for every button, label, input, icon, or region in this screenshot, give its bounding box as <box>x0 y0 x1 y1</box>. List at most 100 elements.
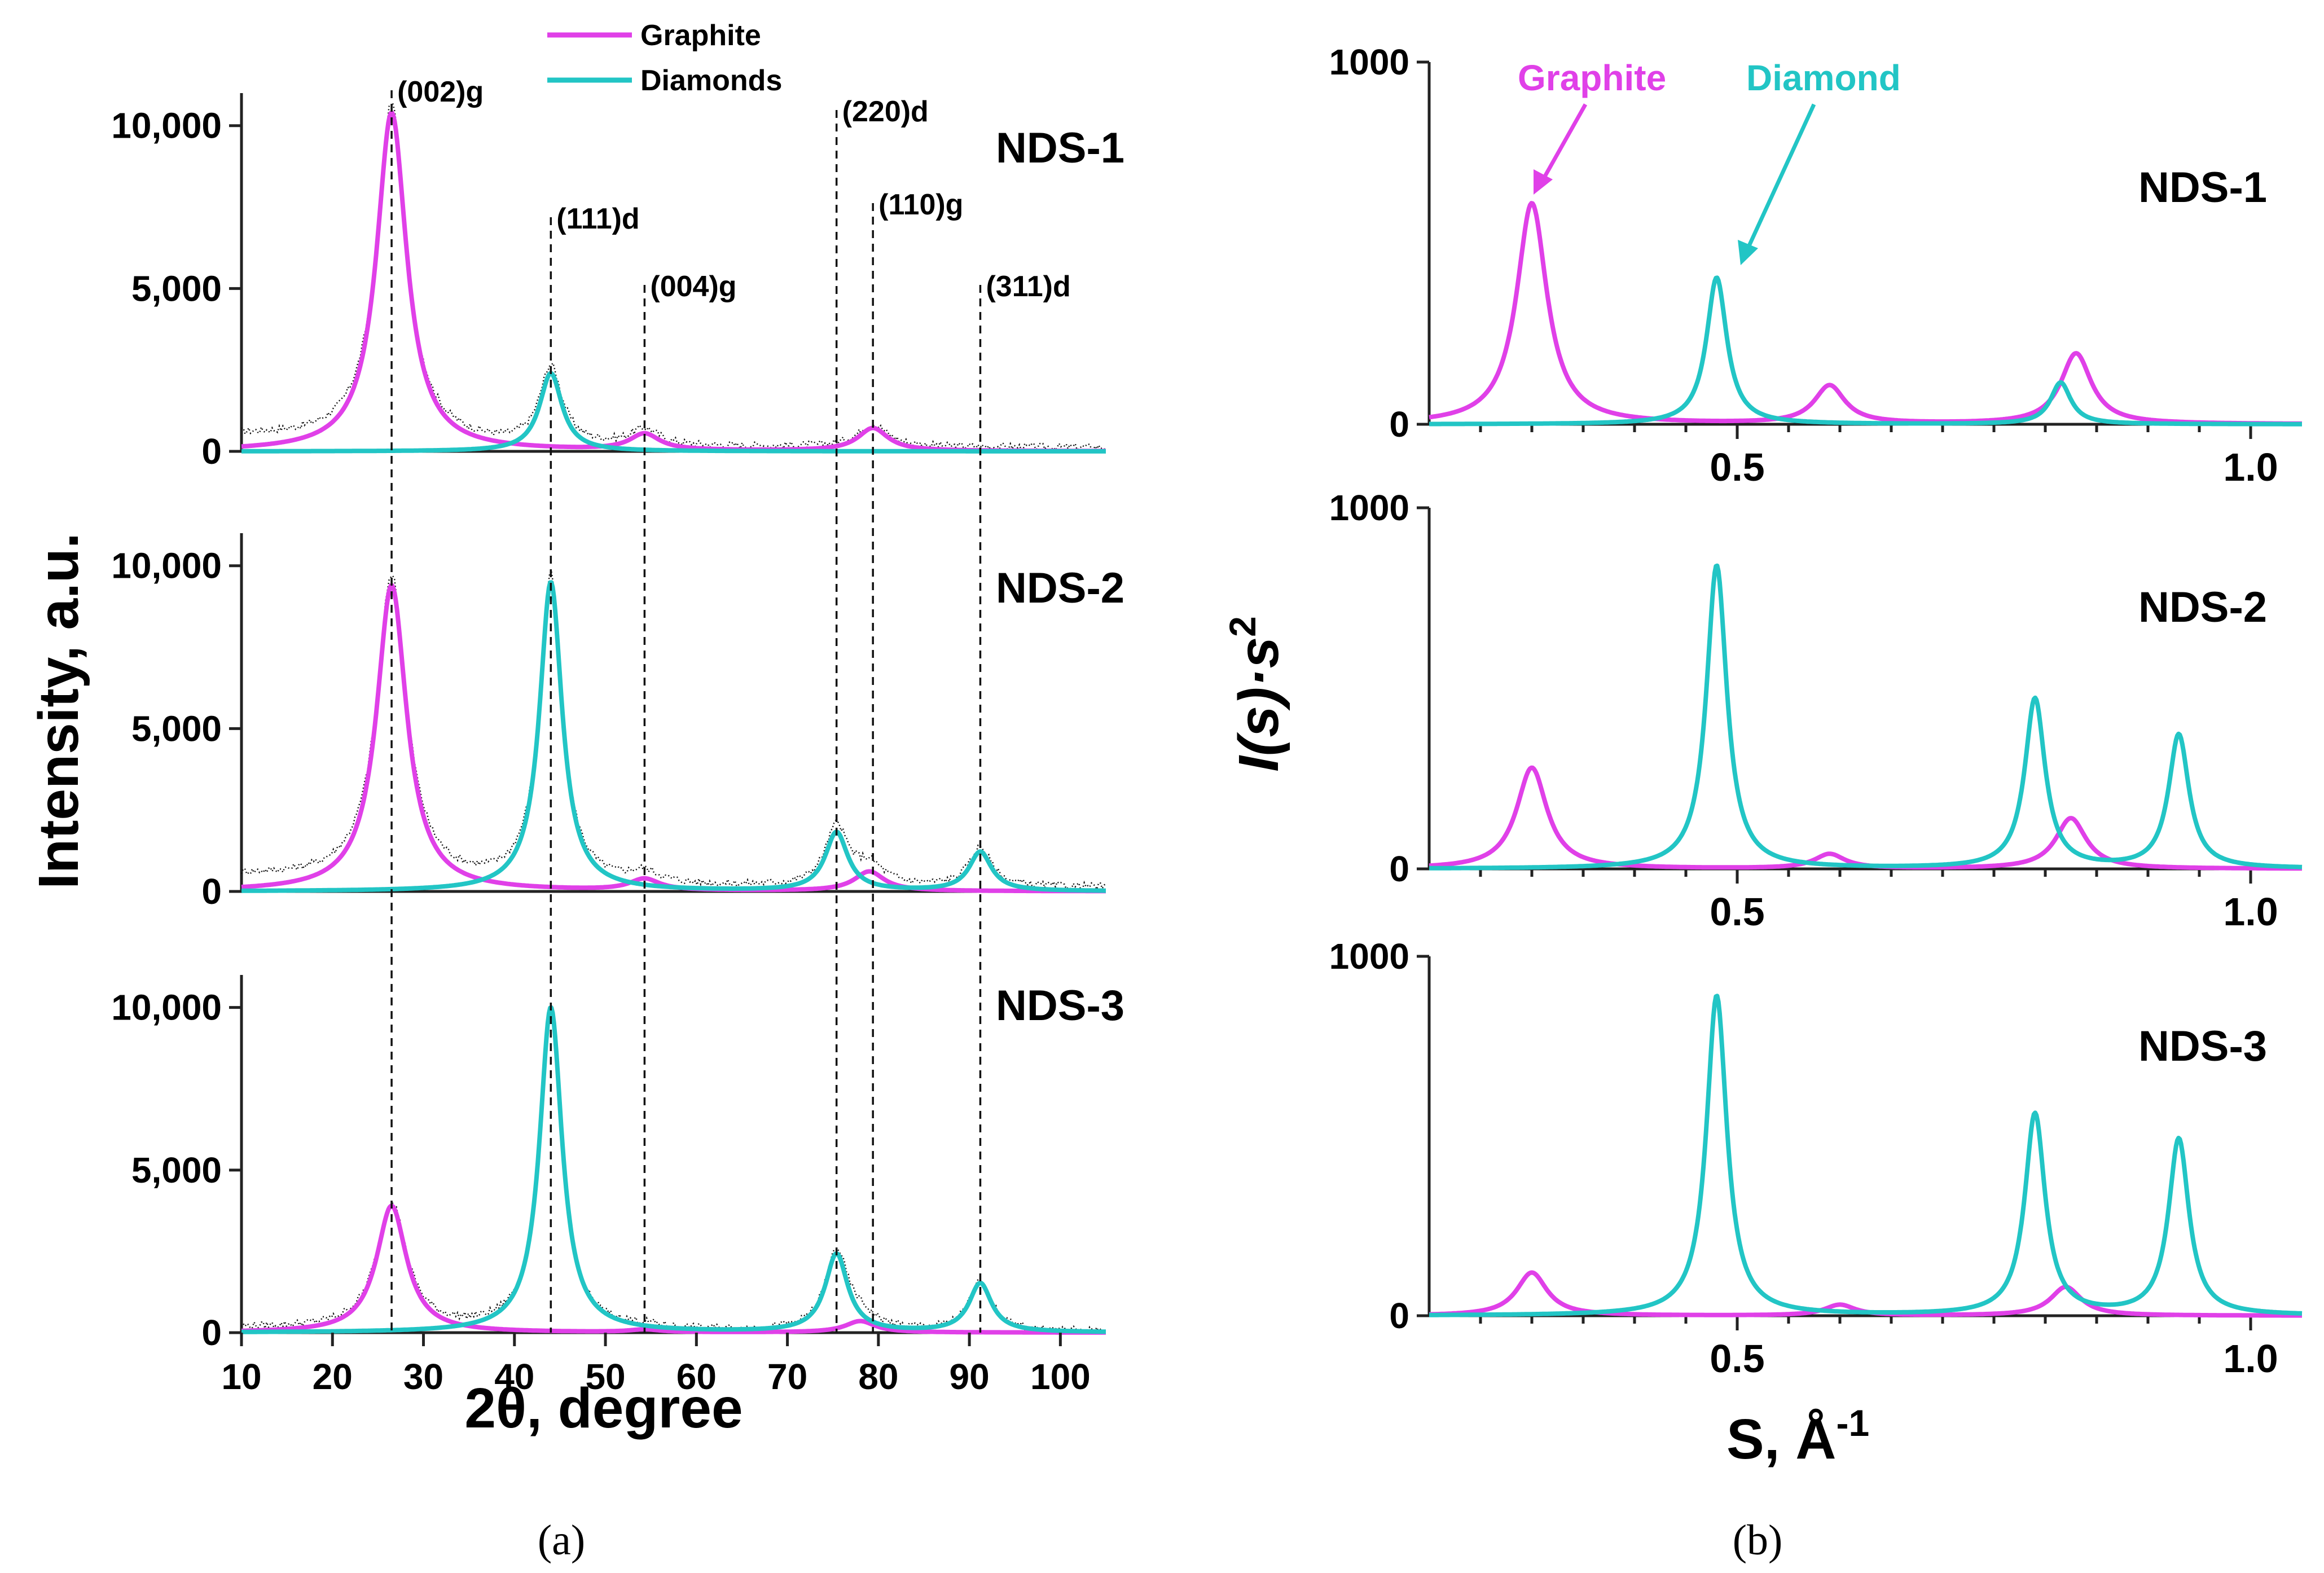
b-nds2-y-ticks: 0 1000 <box>1329 487 1429 889</box>
a-legend: Graphite Diamonds <box>547 19 782 97</box>
svg-text:I(s)·s2: I(s)·s2 <box>1222 616 1290 772</box>
panel-b-scattering: NDS-1 0 1000 0.5 1.0 NDS-2 0 1000 0.5 1.0 ND… <box>1222 42 2303 1564</box>
b-x-axis-title-sup: -1 <box>1836 1402 1869 1444</box>
svg-text:S, Å-1: S, Å-1 <box>1726 1402 1869 1471</box>
x-tick-label: 40 <box>494 1356 534 1397</box>
x-tick-label: 0.5 <box>1710 445 1764 489</box>
y-tick-label: 10,000 <box>111 106 222 146</box>
y-tick-label: 5,000 <box>131 1150 222 1190</box>
y-tick-label: 0 <box>1389 849 1409 889</box>
x-tick-label: 0.5 <box>1710 1337 1764 1381</box>
panel-a-xrd: NDS-1 0 5,000 10,000 NDS-2 0 5,000 10,000 ND… <box>27 19 1124 1564</box>
y-tick-label: 0 <box>201 1312 222 1353</box>
b-legend-graphite: Graphite <box>1518 58 1666 98</box>
y-tick-label: 1000 <box>1329 42 1409 82</box>
a-nds3-curves <box>240 1002 1107 1335</box>
reference-line-label: (004)g <box>650 270 736 303</box>
y-tick-label: 1000 <box>1329 487 1409 528</box>
y-tick-label: 0 <box>1389 404 1409 445</box>
graphite-curve <box>1428 1270 2303 1318</box>
b-arrowhead-diamond <box>1738 240 1758 265</box>
b-legend: Graphite Diamond <box>1518 58 1901 265</box>
x-tick-label: 1.0 <box>2223 1337 2278 1381</box>
b-x-axis-title: S, Å-1 <box>1726 1402 1869 1471</box>
b-x-axis-title-text: S, Å <box>1726 1408 1836 1471</box>
b-nds1-x-ticks: 0.5 1.0 <box>1479 424 2278 489</box>
a-nds2-label: NDS-2 <box>996 564 1124 612</box>
y-tick-label: 10,000 <box>111 546 222 586</box>
diamond-curve <box>1428 275 2303 427</box>
y-tick-label: 5,000 <box>131 708 222 749</box>
b-nds1-y-ticks: 0 1000 <box>1329 42 1429 445</box>
a-x-ticks: 10 20 30 40 50 60 70 80 90 100 <box>221 1333 1091 1397</box>
a-y-axis-title: Intensity, a.u. <box>27 533 90 889</box>
b-nds3-label: NDS-3 <box>2138 1022 2267 1070</box>
b-arrow-graphite <box>1541 103 1588 181</box>
b-y-axis-title-text: I(s)·s <box>1227 637 1290 772</box>
a-nds3-y-ticks: 0 5,000 10,000 <box>111 987 241 1353</box>
a-legend-graphite: Graphite <box>640 19 761 52</box>
x-tick-label: 20 <box>313 1356 353 1397</box>
panel-b-subplot-nds-3: NDS-3 0 1000 0.5 1.0 <box>1329 936 2303 1381</box>
b-arrowhead-graphite <box>1534 169 1553 195</box>
panel-b-subplot-nds-2: NDS-2 0 1000 0.5 1.0 <box>1329 487 2303 934</box>
a-nds3-label: NDS-3 <box>996 982 1124 1030</box>
b-nds1-label: NDS-1 <box>2138 164 2267 212</box>
a-nds1-label: NDS-1 <box>996 124 1124 172</box>
x-tick-label: 60 <box>676 1356 717 1397</box>
b-nds2-x-ticks: 0.5 1.0 <box>1479 869 2278 934</box>
experimental-data <box>241 101 1106 452</box>
diamond-curve <box>1428 994 2303 1317</box>
b-nds3-curves <box>1428 994 2303 1318</box>
x-tick-label: 80 <box>858 1356 898 1397</box>
x-tick-label: 1.0 <box>2223 890 2278 934</box>
b-nds3-y-ticks: 0 1000 <box>1329 936 1429 1336</box>
graphite-curve <box>1428 201 2303 426</box>
y-tick-label: 10,000 <box>111 987 222 1028</box>
b-nds3-x-ticks: 0.5 1.0 <box>1479 1316 2278 1381</box>
reference-line-label: (111)d <box>556 203 639 235</box>
reference-line-label: (002)g <box>397 76 484 108</box>
b-legend-diamond: Diamond <box>1746 58 1901 98</box>
panel-a-subplot-nds-1: NDS-1 0 5,000 10,000 <box>111 93 1124 472</box>
a-legend-diamonds: Diamonds <box>640 64 782 97</box>
a-nds2-y-ticks: 0 5,000 10,000 <box>111 546 241 912</box>
a-nds1-y-ticks: 0 5,000 10,000 <box>111 106 241 472</box>
graphite-curve <box>240 1203 1107 1335</box>
reference-line-label: (220)d <box>842 95 929 128</box>
x-tick-label: 50 <box>585 1356 625 1397</box>
x-tick-label: 100 <box>1030 1356 1091 1397</box>
x-tick-label: 70 <box>767 1356 807 1397</box>
diamond-curve <box>1428 563 2303 871</box>
b-nds2-curves <box>1428 563 2303 871</box>
diamond-curve <box>240 580 1107 893</box>
panel-b-subplot-nds-1: NDS-1 0 1000 0.5 1.0 <box>1329 42 2303 489</box>
b-y-axis-title: I(s)·s2 <box>1222 616 1290 772</box>
y-tick-label: 0 <box>1389 1295 1409 1336</box>
b-y-axis-title-sup: 2 <box>1222 616 1263 637</box>
y-tick-label: 0 <box>201 431 222 472</box>
x-tick-label: 90 <box>950 1356 990 1397</box>
panel-a-subplot-nds-2: NDS-2 0 5,000 10,000 <box>111 533 1124 912</box>
x-tick-label: 0.5 <box>1710 890 1764 934</box>
x-tick-label: 10 <box>221 1356 261 1397</box>
panel-a-label: (a) <box>538 1517 585 1564</box>
y-tick-label: 1000 <box>1329 936 1409 977</box>
y-tick-label: 5,000 <box>131 268 222 309</box>
experimental-data <box>240 568 1106 891</box>
y-tick-label: 0 <box>201 871 222 912</box>
x-tick-label: 30 <box>403 1356 443 1397</box>
x-tick-label: 1.0 <box>2223 445 2278 489</box>
b-nds2-label: NDS-2 <box>2138 583 2267 631</box>
a-reference-lines: (002)g (111)d (004)g (220)d (110)g (311)d <box>390 76 1071 1333</box>
a-x-axis-title: 2θ, degree <box>464 1377 743 1440</box>
b-arrow-diamond <box>1746 103 1816 249</box>
diamond-curve <box>240 371 1107 454</box>
panel-b-label: (b) <box>1733 1517 1783 1564</box>
a-nds2-curves <box>240 568 1107 894</box>
a-nds1-curves <box>240 101 1107 454</box>
reference-line-label: (311)d <box>986 270 1070 303</box>
diamond-curve <box>240 1005 1107 1334</box>
panel-a-subplot-nds-3: NDS-3 0 5,000 10,000 10 20 30 40 50 60 70 80 90 100 <box>111 975 1124 1397</box>
